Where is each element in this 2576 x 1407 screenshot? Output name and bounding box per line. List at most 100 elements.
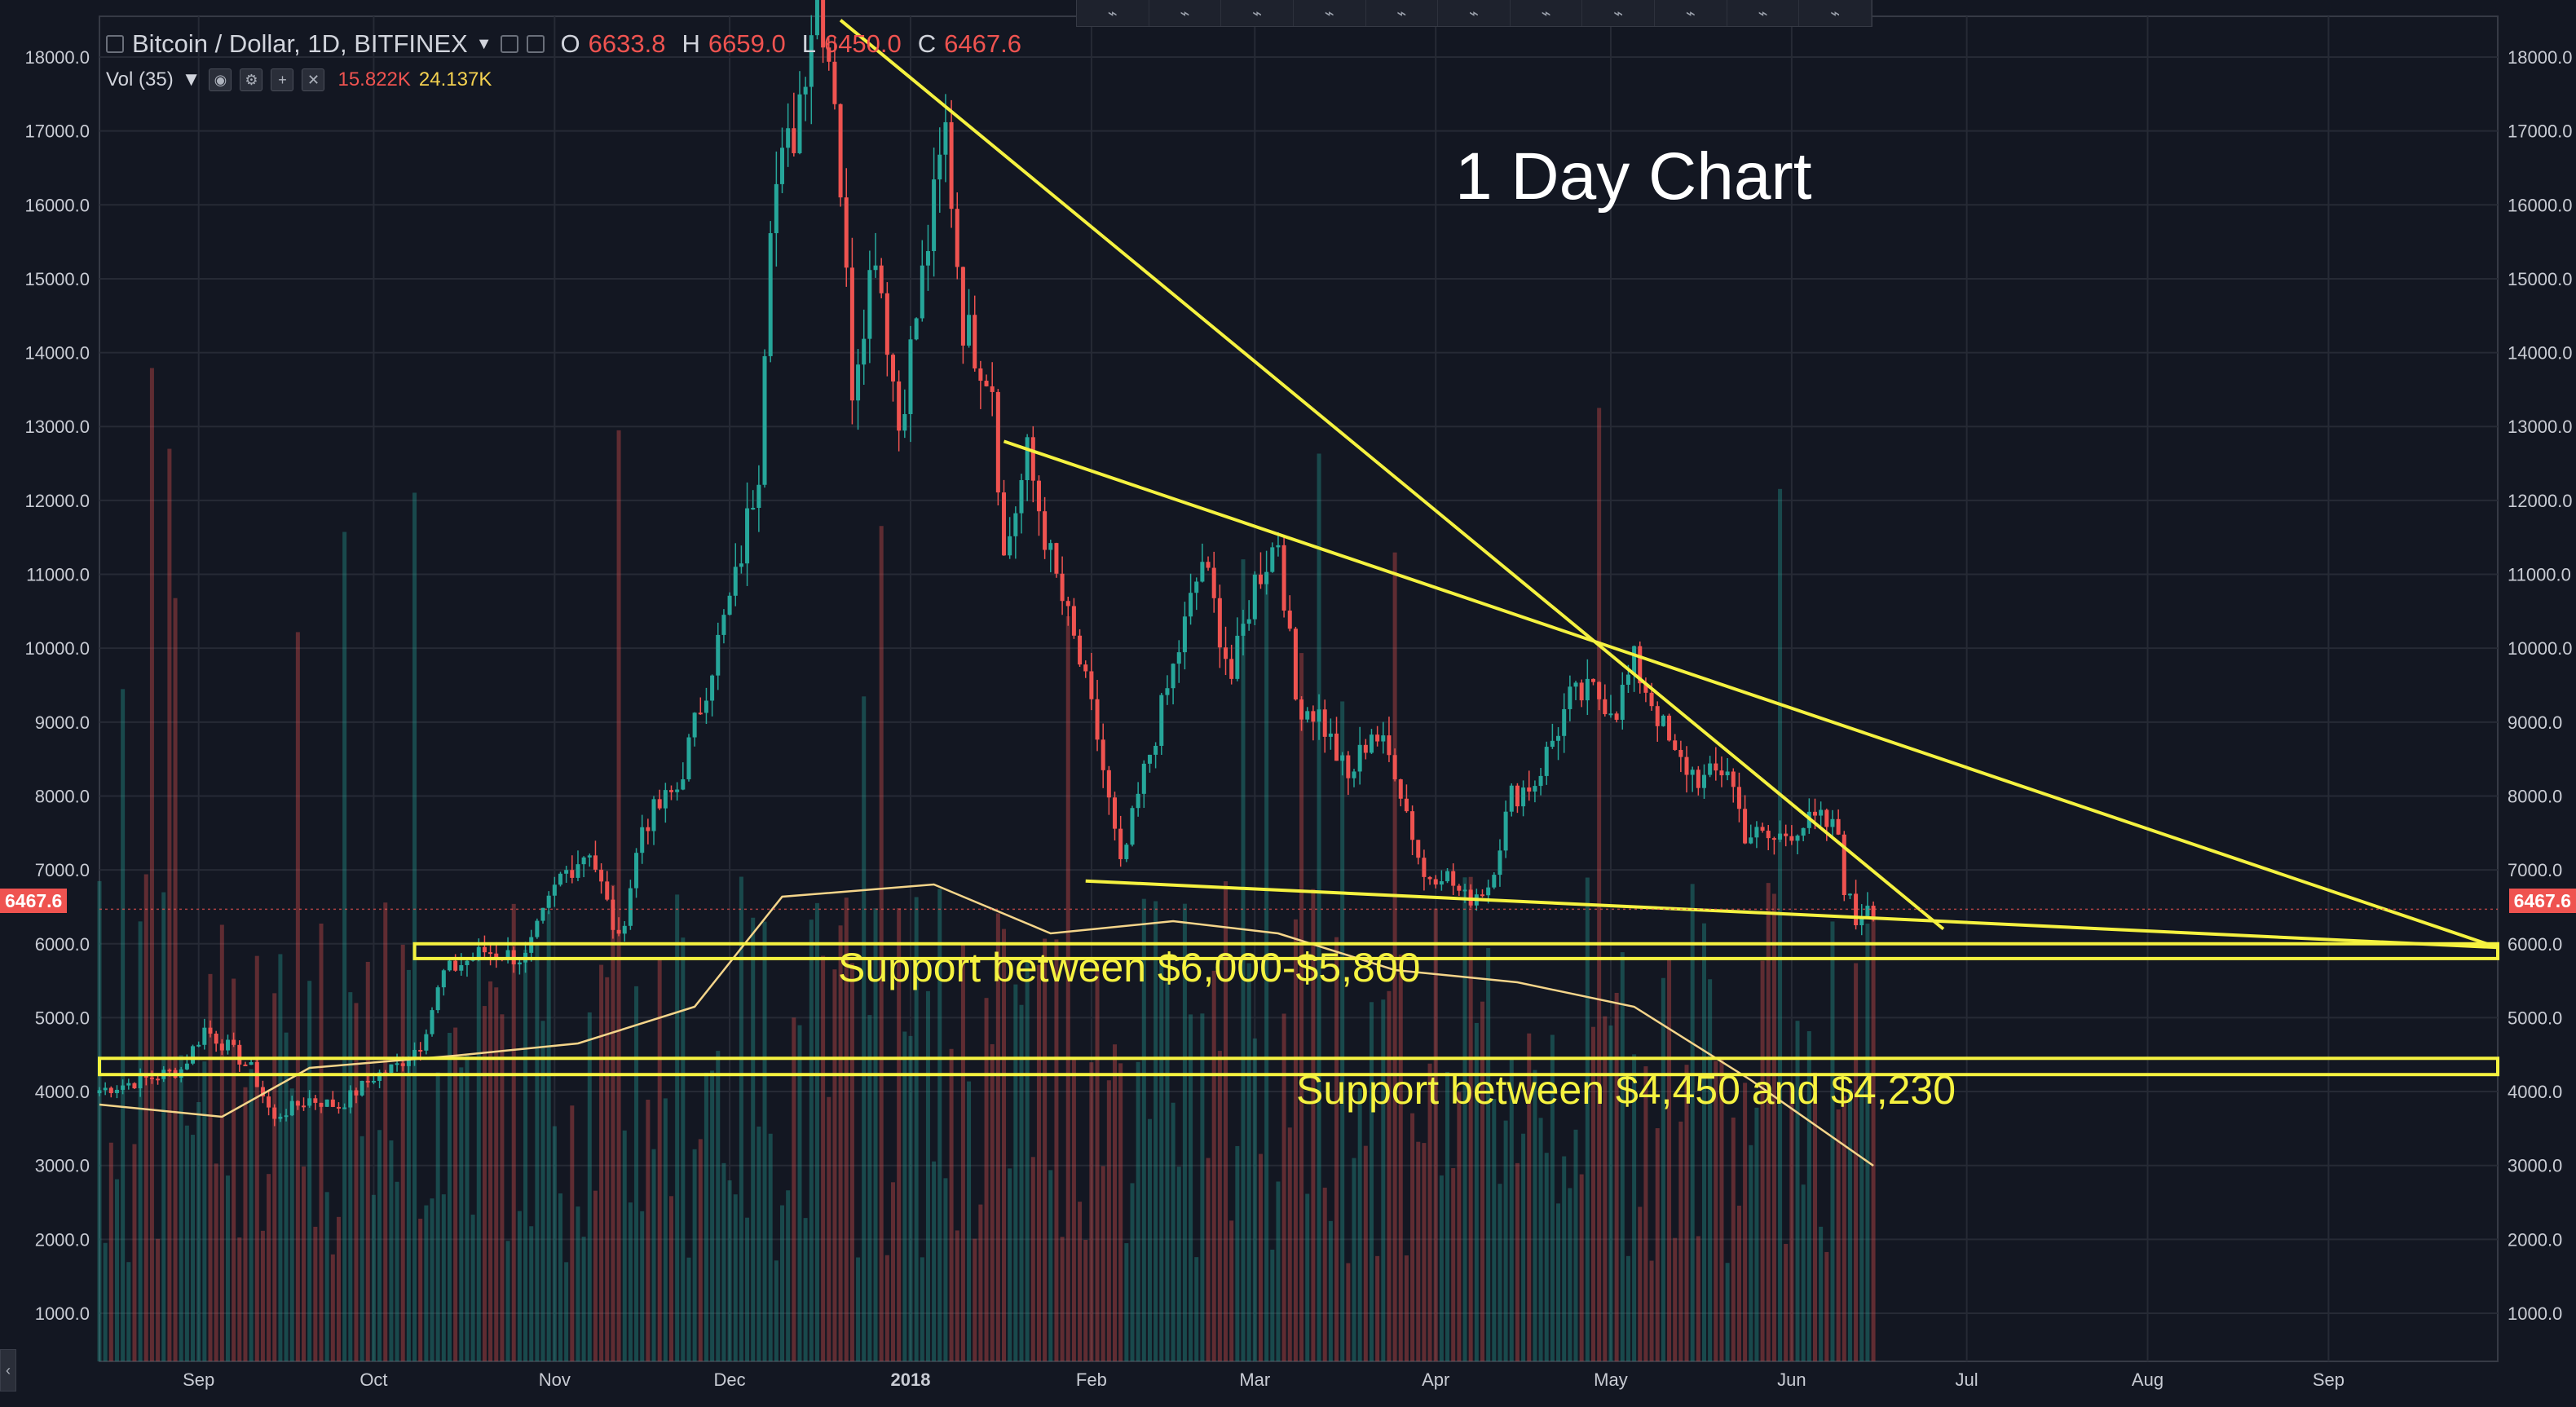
volume-bar: [973, 1238, 977, 1361]
pitchfork-icon[interactable]: ⌁: [1294, 0, 1366, 26]
pattern-icon[interactable]: ⌁: [1438, 0, 1511, 26]
volume-bar: [441, 1194, 446, 1361]
volume-bar: [1451, 1167, 1456, 1361]
volume-bar: [1498, 1184, 1502, 1361]
volume-bar: [814, 902, 819, 1361]
volume-bar: [430, 1198, 434, 1361]
trendline-upper-downtrend[interactable]: [839, 19, 1945, 931]
support-annotation-2[interactable]: Support between $4,450 and $4,230: [1296, 1067, 1956, 1113]
support-zone-1[interactable]: [412, 942, 2500, 960]
measure-icon[interactable]: ⌁: [1655, 0, 1727, 26]
y-tick-label-right: 4000.0: [2508, 1082, 2562, 1102]
volume-bar: [651, 1149, 656, 1361]
cursor-icon[interactable]: ⌁: [1077, 0, 1149, 26]
candle-body: [1101, 739, 1105, 770]
candle-body: [1224, 647, 1228, 659]
volume-bar: [1771, 893, 1776, 1361]
candle-body: [342, 1107, 347, 1109]
volume-bar: [587, 1012, 592, 1361]
volume-bar: [470, 1215, 475, 1361]
panel-collapse-handle[interactable]: ‹: [0, 1349, 16, 1392]
lines-icon[interactable]: ⌁: [1221, 0, 1294, 26]
volume-bar: [1043, 938, 1048, 1361]
arrow-icon[interactable]: ⌁: [1799, 0, 1872, 26]
candle-body: [249, 1061, 254, 1065]
y-tick-label-left: 17000.0: [24, 121, 90, 142]
chart-title-annotation[interactable]: 1 Day Chart: [1455, 139, 1812, 214]
candle-body: [973, 315, 977, 368]
volume-bar: [156, 1238, 161, 1361]
settings-icon[interactable]: ⚙: [240, 68, 263, 91]
candle-body: [1013, 513, 1018, 536]
volume-bar: [856, 1257, 861, 1361]
volume-bar: [616, 430, 621, 1361]
collapse-icon[interactable]: [106, 35, 124, 53]
chevron-down-icon[interactable]: ▼: [181, 68, 201, 90]
drawing-toolbar[interactable]: ⌁ ⌁ ⌁ ⌁ ⌁ ⌁ ⌁ ⌁ ⌁ ⌁ ⌁: [1076, 0, 1872, 27]
node-icon[interactable]: ⌁: [1582, 0, 1656, 26]
candle-body: [605, 881, 610, 900]
y-tick-label-right: 10000.0: [2508, 638, 2573, 659]
y-tick-label-left: 15000.0: [24, 269, 90, 289]
candle-body: [1281, 545, 1286, 611]
fib-icon[interactable]: ⌁: [1366, 0, 1439, 26]
volume-label[interactable]: Vol (35): [106, 68, 174, 90]
volume-bar: [663, 1098, 668, 1361]
candle-body: [646, 827, 651, 831]
volume-bar: [640, 1211, 645, 1361]
candle-body: [1036, 480, 1041, 512]
volume-bar: [570, 1105, 575, 1361]
volume-bar: [1678, 1121, 1683, 1361]
symbol-title[interactable]: Bitcoin / Dollar, 1D, BITFINEX: [132, 29, 468, 58]
candle-body: [663, 790, 668, 809]
plus-icon[interactable]: +: [271, 68, 294, 91]
volume-bar: [377, 1130, 382, 1361]
ohlc-open-value: 6633.8: [588, 29, 666, 58]
candle-body: [1340, 755, 1345, 761]
volume-bar: [1608, 1025, 1613, 1361]
candle-body: [1439, 881, 1444, 885]
candle-body: [628, 888, 633, 926]
volume-bar: [1731, 1117, 1736, 1361]
volume-bar: [1299, 653, 1304, 1361]
candle-body: [914, 318, 919, 340]
settings-icon[interactable]: [526, 35, 545, 53]
candle-body: [844, 197, 849, 268]
brush-icon[interactable]: ⌁: [1149, 0, 1222, 26]
y-tick-label-right: 14000.0: [2508, 343, 2573, 364]
trendline-descending-resistance[interactable]: [1003, 439, 2499, 950]
path-icon[interactable]: ⌁: [1511, 0, 1583, 26]
y-tick-label-right: 3000.0: [2508, 1156, 2562, 1176]
candle-body: [1736, 787, 1741, 809]
current-price-tag-left: 6467.6: [0, 889, 68, 913]
volume-bar: [371, 1194, 376, 1361]
support-annotation-1[interactable]: Support between $6,000-$5,800: [838, 945, 1421, 990]
volume-bar: [727, 1180, 732, 1361]
volume-bar: [1789, 1085, 1794, 1361]
volume-bar: [1410, 1113, 1415, 1361]
candle-body: [319, 1102, 324, 1107]
volume-bar: [1585, 877, 1590, 1361]
ohlc-low-value: 6450.0: [823, 29, 902, 58]
eye-icon[interactable]: ◉: [209, 68, 232, 91]
projection-icon[interactable]: ⌁: [1727, 0, 1800, 26]
volume-bar: [1416, 1141, 1421, 1361]
trendline-lower-support[interactable]: [1085, 879, 2499, 950]
eye-icon[interactable]: [500, 35, 518, 53]
volume-bar: [219, 924, 224, 1361]
volume-bar: [1714, 1061, 1718, 1361]
chevron-down-icon[interactable]: ▼: [475, 34, 492, 53]
volume-bar: [1287, 1127, 1292, 1361]
support-zone-2[interactable]: [98, 1056, 2499, 1077]
volume-bar: [1118, 1063, 1123, 1361]
volume-bar: [611, 884, 615, 1361]
volume-bar: [1550, 1034, 1555, 1361]
volume-bar: [225, 1175, 230, 1361]
candle-body: [1252, 574, 1257, 620]
volume-bar: [646, 1100, 651, 1361]
volume-bar: [891, 1182, 896, 1361]
close-icon[interactable]: ✕: [302, 68, 325, 91]
volume-bar: [1235, 1145, 1240, 1361]
